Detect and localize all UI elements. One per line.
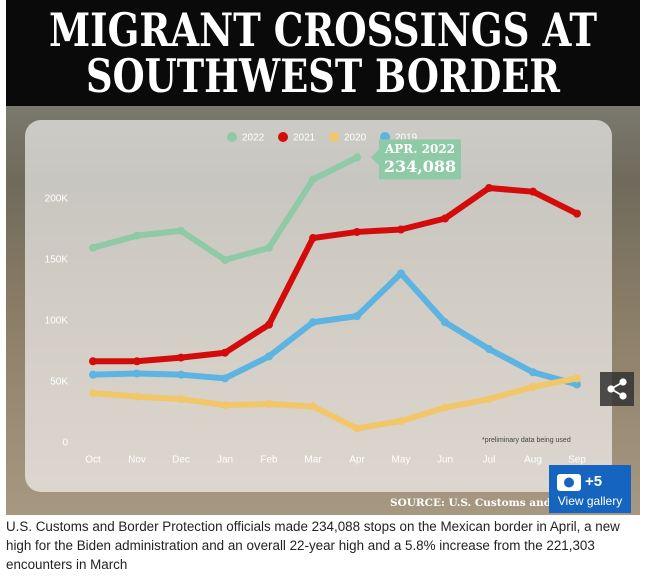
data-point xyxy=(309,234,317,243)
data-point xyxy=(485,184,493,193)
series-line xyxy=(90,185,580,365)
data-point xyxy=(133,369,141,378)
data-point xyxy=(573,380,581,389)
x-tick-label: Oct xyxy=(85,455,101,466)
y-tick-label: 100K xyxy=(45,316,69,327)
x-tick-label: Nov xyxy=(128,455,146,466)
y-tick-label: 0 xyxy=(62,438,68,449)
data-point xyxy=(265,320,273,329)
data-point xyxy=(133,357,141,366)
y-tick-label: 50K xyxy=(50,377,68,388)
data-point xyxy=(221,348,229,357)
data-point xyxy=(397,269,405,278)
x-tick-label: Mar xyxy=(304,455,322,466)
x-tick-label: Sep xyxy=(568,455,586,466)
data-point xyxy=(397,225,405,234)
x-tick-label: Aug xyxy=(524,455,542,466)
legend-label: 2020 xyxy=(344,133,367,144)
data-point xyxy=(353,424,361,433)
data-point xyxy=(573,209,581,218)
data-point xyxy=(177,353,185,362)
series-line xyxy=(90,375,580,432)
x-tick-label: Feb xyxy=(260,455,278,466)
legend-label: 2021 xyxy=(293,133,316,144)
gallery-label: View gallery xyxy=(558,494,622,508)
data-point xyxy=(485,395,493,404)
data-point xyxy=(177,395,185,404)
callout xyxy=(371,139,461,180)
y-tick-label: 200K xyxy=(45,194,69,205)
caption: U.S. Customs and Border Protection offic… xyxy=(6,519,620,572)
y-tick-label: 150K xyxy=(45,255,69,266)
chart-title: MIGRANT CROSSINGS AT xyxy=(49,3,597,57)
data-point xyxy=(309,175,317,184)
x-tick-label: Jan xyxy=(217,455,233,466)
data-point xyxy=(89,370,97,379)
legend-swatch xyxy=(329,132,339,142)
data-point xyxy=(353,153,361,162)
data-point xyxy=(133,392,141,401)
data-point xyxy=(221,256,229,264)
data-point xyxy=(221,374,229,383)
annotation: APR. 2022 xyxy=(384,142,455,156)
note: *preliminary data being used xyxy=(482,437,571,444)
camera-lens xyxy=(564,477,574,488)
legend-swatch xyxy=(278,132,288,142)
data-label: 234,088 xyxy=(384,157,456,176)
data-point xyxy=(265,399,273,408)
share-icon xyxy=(607,378,627,400)
data-point xyxy=(529,382,537,391)
share-button[interactable] xyxy=(600,372,634,406)
data-point xyxy=(441,214,449,223)
data-point xyxy=(353,227,361,236)
data-point xyxy=(529,368,537,377)
data-point xyxy=(309,318,317,327)
data-point xyxy=(265,352,273,361)
data-point xyxy=(265,243,273,252)
x-tick-label: Dec xyxy=(172,455,190,466)
chart-title: SOUTHWEST BORDER xyxy=(86,49,561,103)
series-line xyxy=(90,270,580,388)
data-point xyxy=(177,226,185,235)
legend-label: 2019 xyxy=(395,133,418,144)
data-point xyxy=(89,357,97,366)
x-tick-label: May xyxy=(392,455,411,466)
data-point xyxy=(89,243,97,252)
data-point xyxy=(177,370,185,379)
source: SOURCE: U.S. Customs and Border xyxy=(390,497,596,509)
x-tick-label: Apr xyxy=(349,455,365,466)
data-point xyxy=(441,403,449,412)
data-point xyxy=(133,231,141,240)
x-tick-label: Jul xyxy=(483,455,496,466)
data-point xyxy=(309,402,317,411)
data-point xyxy=(485,345,493,354)
data-point xyxy=(529,187,537,196)
x-tick-label: Jun xyxy=(437,455,453,466)
data-point xyxy=(573,374,581,383)
legend-label: 2022 xyxy=(242,133,265,144)
title-band xyxy=(6,0,640,106)
data-point xyxy=(441,318,449,327)
gallery-count: +5 xyxy=(585,473,602,490)
chart: MIGRANT CROSSINGS AT SOUTHWEST BORDER 0 5… xyxy=(6,0,640,515)
data-point xyxy=(353,312,361,321)
data-point xyxy=(89,388,97,397)
legend-swatch xyxy=(227,132,237,142)
data-point xyxy=(397,417,405,426)
data-point xyxy=(221,401,229,410)
gallery-button[interactable]: +5 View gallery xyxy=(549,465,631,513)
